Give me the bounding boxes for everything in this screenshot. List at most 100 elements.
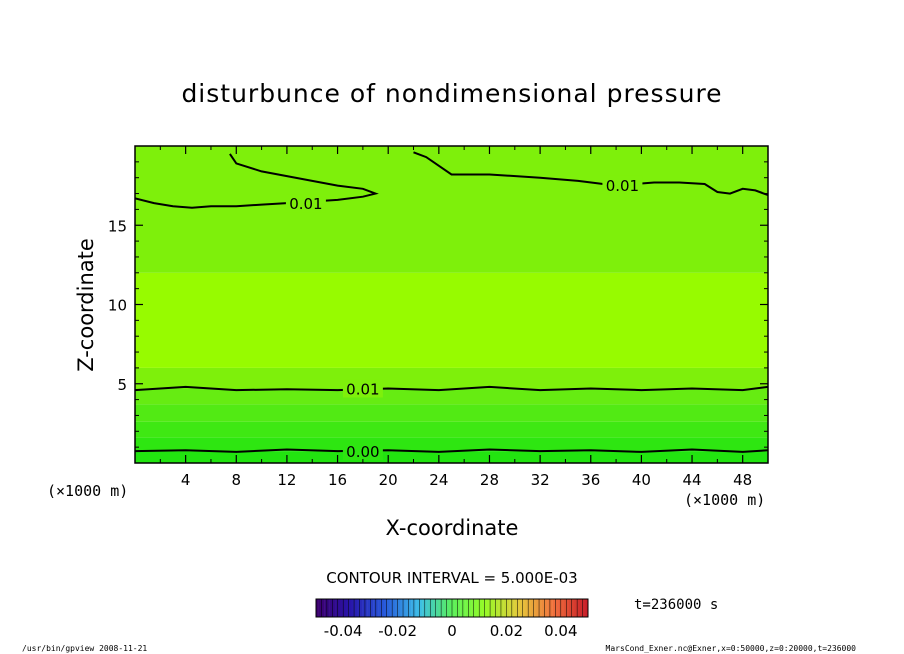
contour-labels: 0.00 0.01 0.01 0.01 xyxy=(285,175,643,461)
colorbar-segment xyxy=(517,599,521,617)
colorbar-segment xyxy=(384,599,387,617)
colorbar-segment xyxy=(345,599,349,617)
colorbar-segment xyxy=(435,599,439,617)
x-tick-label-11: 48 xyxy=(733,471,752,489)
colorbar-segment xyxy=(462,599,466,617)
colorbar-segment xyxy=(563,599,567,617)
colorbar-segment xyxy=(438,599,442,617)
colorbar-segment xyxy=(498,599,502,617)
chart-title: disturbunce of nondimensional pressure xyxy=(181,79,722,108)
colorbar-segment xyxy=(354,599,357,617)
colorbar-segment xyxy=(536,599,540,617)
x-tick-label-1: 8 xyxy=(232,471,242,489)
colorbar-segment xyxy=(446,599,450,617)
fill-band-3 xyxy=(135,404,768,422)
colorbar-segment xyxy=(449,599,453,617)
colorbar-tick-label-0: -0.04 xyxy=(324,622,363,640)
footer-right: MarsCond_Exner.nc@Exner,x=0:50000,z=0:20… xyxy=(606,644,857,653)
time-label: t=236000 s xyxy=(634,597,718,613)
colorbar-segment xyxy=(568,599,572,617)
colorbar-segment xyxy=(481,599,485,617)
y-tick-label-1: 10 xyxy=(108,297,127,315)
colorbar-segment xyxy=(359,599,363,617)
colorbar-segment xyxy=(558,599,561,617)
x-unit-left: (×1000 m) xyxy=(47,482,128,500)
colorbar-segment xyxy=(560,599,564,617)
colorbar-segment xyxy=(405,599,409,617)
fill-band-5 xyxy=(135,367,768,389)
colorbar-segment xyxy=(530,599,534,617)
colorbar-segment xyxy=(356,599,360,617)
colorbar-segment xyxy=(422,599,425,617)
x-axis-label: X-coordinate xyxy=(386,516,519,540)
colorbar-segment xyxy=(408,599,412,617)
colorbar-segment xyxy=(506,599,510,617)
y-tick-label-2: 15 xyxy=(108,217,127,235)
colorbar-tick-label-3: 0.02 xyxy=(490,622,523,640)
colorbar-segment xyxy=(566,599,570,617)
colorbar-segment xyxy=(329,599,333,617)
colorbar-segment xyxy=(411,599,415,617)
contour-line-1 xyxy=(135,385,768,392)
colorbar-segment xyxy=(340,599,344,617)
colorbar-segment xyxy=(503,599,507,617)
fill-band-7 xyxy=(135,146,768,273)
footer-left: /usr/bin/gpview 2008-11-21 xyxy=(22,644,147,653)
y-axis-ticks: 5 10 15 xyxy=(108,161,768,448)
colorbar-segment xyxy=(316,599,319,617)
colorbar-tick-label-4: 0.04 xyxy=(544,622,577,640)
colorbar-segment xyxy=(473,599,477,617)
colorbar-segment xyxy=(555,599,559,617)
x-tick-label-9: 40 xyxy=(632,471,651,489)
contour-interval: CONTOUR INTERVAL = 5.000E-03 xyxy=(326,569,577,587)
colorbar-segment xyxy=(367,599,371,617)
colorbar-segment xyxy=(419,599,423,617)
colorbar-segment xyxy=(582,599,586,617)
colorbar-segment xyxy=(520,599,523,617)
colorbar-segment xyxy=(571,599,575,617)
x-tick-label-6: 28 xyxy=(480,471,499,489)
y-axis-label: Z-coordinate xyxy=(74,238,98,372)
x-axis-ticks: 4 8 12 16 20 24 28 32 36 40 44 48 xyxy=(159,146,752,489)
colorbar-segment xyxy=(321,599,325,617)
colorbar-segment xyxy=(495,599,499,617)
colorbar-segment xyxy=(476,599,480,617)
colorbar-segment xyxy=(544,599,548,617)
colorbar-segment xyxy=(541,599,545,617)
x-tick-label-0: 4 xyxy=(181,471,191,489)
colorbar-segment xyxy=(514,599,518,617)
colorbar-segment xyxy=(389,599,393,617)
colorbar-segment xyxy=(490,599,493,617)
x-tick-label-10: 44 xyxy=(682,471,701,489)
fill-band-2 xyxy=(135,421,768,438)
colorbar-segment xyxy=(525,599,529,617)
colorbar-segment xyxy=(528,599,532,617)
colorbar-segment xyxy=(547,599,551,617)
colorbar-segment xyxy=(500,599,504,617)
colorbar-segment xyxy=(343,599,347,617)
colorbar-segment xyxy=(579,599,583,617)
x-tick-label-3: 16 xyxy=(328,471,347,489)
colorbar-segment xyxy=(574,599,578,617)
contour-label-bg-1 xyxy=(342,379,383,398)
contour-label-bg-2 xyxy=(285,194,326,213)
y-tick-label-0: 5 xyxy=(117,376,127,394)
fill-band-0 xyxy=(135,451,768,463)
contour-label-2: 0.01 xyxy=(289,195,322,213)
colorbar-segment xyxy=(511,599,515,617)
colorbar-tick-label-1: -0.02 xyxy=(378,622,417,640)
colorbar-segment xyxy=(403,599,406,617)
x-tick-label-8: 36 xyxy=(581,471,600,489)
colorbar-segment xyxy=(394,599,398,617)
colorbar-segment xyxy=(381,599,385,617)
colorbar-segment xyxy=(397,599,401,617)
contour-line-3 xyxy=(413,151,768,197)
contour-label-bg-0 xyxy=(342,442,383,461)
contour-fill-bands xyxy=(135,146,768,463)
fill-band-4 xyxy=(135,388,768,405)
colorbar-segment xyxy=(549,599,553,617)
colorbar-segment xyxy=(577,599,581,617)
colorbar-segment xyxy=(318,599,322,617)
colorbar-segment xyxy=(430,599,434,617)
